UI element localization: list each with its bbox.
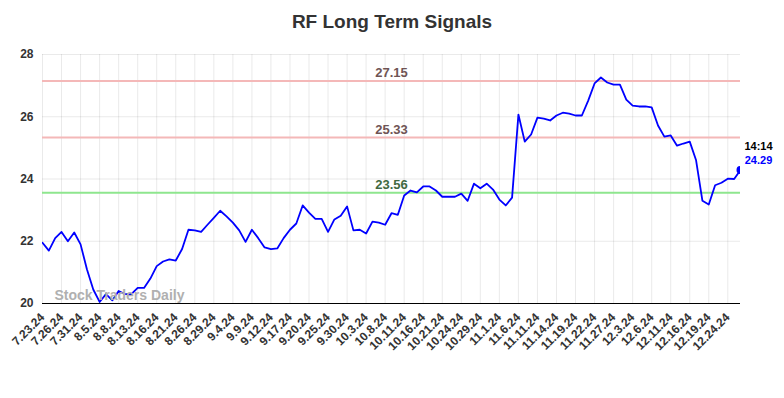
svg-text:9.9.24: 9.9.24 — [223, 310, 257, 344]
svg-text:10.16.24: 10.16.24 — [385, 310, 429, 354]
svg-text:8.5.24: 8.5.24 — [70, 310, 105, 344]
svg-text:12.6.24: 12.6.24 — [618, 310, 657, 349]
svg-text:9.17.24: 9.17.24 — [256, 310, 295, 349]
svg-text:20: 20 — [20, 296, 34, 310]
svg-text:10.3.24: 10.3.24 — [332, 310, 371, 349]
svg-text:11.1.24: 11.1.24 — [466, 310, 505, 348]
svg-text:11.22.24: 11.22.24 — [556, 310, 600, 353]
svg-text:22: 22 — [20, 234, 34, 248]
svg-text:7.23.24: 7.23.24 — [9, 310, 48, 349]
svg-text:28: 28 — [20, 47, 34, 61]
svg-text:23.56: 23.56 — [375, 177, 408, 192]
svg-text:8.13.24: 8.13.24 — [104, 310, 143, 349]
svg-text:12.11.24: 12.11.24 — [633, 310, 676, 353]
svg-text:8.21.24: 8.21.24 — [142, 310, 181, 349]
svg-text:10.11.24: 10.11.24 — [366, 310, 409, 353]
svg-text:11.11.24: 11.11.24 — [500, 310, 543, 353]
svg-text:9.20.24: 9.20.24 — [275, 310, 314, 349]
svg-text:10.29.24: 10.29.24 — [442, 310, 486, 354]
svg-text:8.16.24: 8.16.24 — [123, 310, 162, 349]
svg-text:7.31.24: 7.31.24 — [47, 310, 86, 349]
svg-text:12.16.24: 12.16.24 — [651, 310, 695, 354]
svg-text:11.6.24: 11.6.24 — [485, 310, 524, 348]
svg-text:26: 26 — [20, 110, 34, 124]
svg-text:14:14: 14:14 — [744, 139, 773, 151]
svg-text:12.24.24: 12.24.24 — [690, 310, 733, 353]
svg-text:9.30.24: 9.30.24 — [313, 310, 352, 349]
svg-text:24: 24 — [20, 172, 34, 186]
svg-text:8.26.24: 8.26.24 — [161, 310, 200, 349]
svg-text:25.33: 25.33 — [375, 122, 408, 137]
svg-text:9.25.24: 9.25.24 — [294, 310, 333, 349]
svg-text:8.29.24: 8.29.24 — [180, 310, 219, 349]
svg-text:8.8.24: 8.8.24 — [90, 310, 124, 344]
svg-text:11.14.24: 11.14.24 — [518, 310, 562, 353]
svg-text:Stock Traders Daily: Stock Traders Daily — [55, 287, 185, 303]
svg-text:11.19.24: 11.19.24 — [537, 310, 581, 353]
svg-text:9.12.24: 9.12.24 — [237, 310, 276, 349]
svg-text:12.3.24: 12.3.24 — [599, 310, 638, 349]
svg-text:11.27.24: 11.27.24 — [576, 310, 619, 353]
svg-text:24.29: 24.29 — [745, 153, 773, 165]
svg-text:7.26.24: 7.26.24 — [28, 310, 67, 349]
html-text:RF Long Term Signals: RF Long Term Signals — [291, 11, 493, 32]
svg-text:27.15: 27.15 — [375, 65, 408, 80]
svg-text:10.8.24: 10.8.24 — [351, 310, 390, 349]
svg-text:10.24.24: 10.24.24 — [423, 310, 467, 354]
svg-text:12.19.24: 12.19.24 — [670, 310, 714, 354]
svg-text:10.21.24: 10.21.24 — [404, 310, 448, 354]
svg-text:9.4.24: 9.4.24 — [204, 310, 238, 344]
